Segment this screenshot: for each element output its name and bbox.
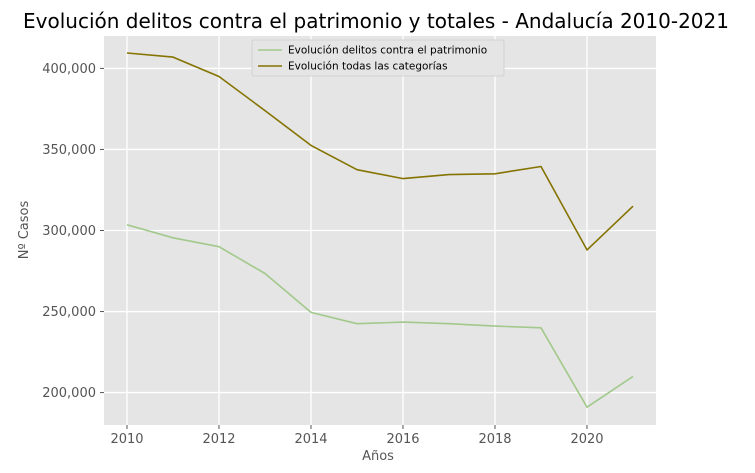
x-tick-label: 2020 [570,432,603,447]
x-tick-label: 2016 [386,432,419,447]
legend-label-totales: Evolución todas las categorías [288,61,448,73]
x-axis-ticks: 2010 2012 2014 2016 2018 2020 [110,425,604,447]
series-lines [126,52,634,409]
x-axis-label: Años [362,449,394,464]
x-tick-label: 2014 [294,432,327,447]
legend-box [251,39,505,77]
x-tick-label: 2010 [110,432,143,447]
chart-title: Evolución delitos contra el patrimonio y… [23,9,729,33]
y-tick-label: 400,000 [42,62,96,77]
series-line-totales [126,52,634,251]
y-tick-label: 300,000 [42,224,96,239]
legend-label-patrimonio: Evolución delitos contra el patrimonio [288,45,487,57]
x-tick-label: 2018 [478,432,511,447]
y-tick-label: 350,000 [42,143,96,158]
x-tick-label: 2012 [202,432,235,447]
legend: Evolución delitos contra el patrimonio E… [251,39,505,77]
series-line-patrimonio [126,224,634,409]
y-tick-label: 250,000 [42,305,96,320]
y-axis-label: Nº Casos [17,201,32,260]
y-tick-label: 200,000 [42,386,96,401]
y-axis-ticks: 200,000 250,000 300,000 350,000 400,000 [42,62,104,401]
